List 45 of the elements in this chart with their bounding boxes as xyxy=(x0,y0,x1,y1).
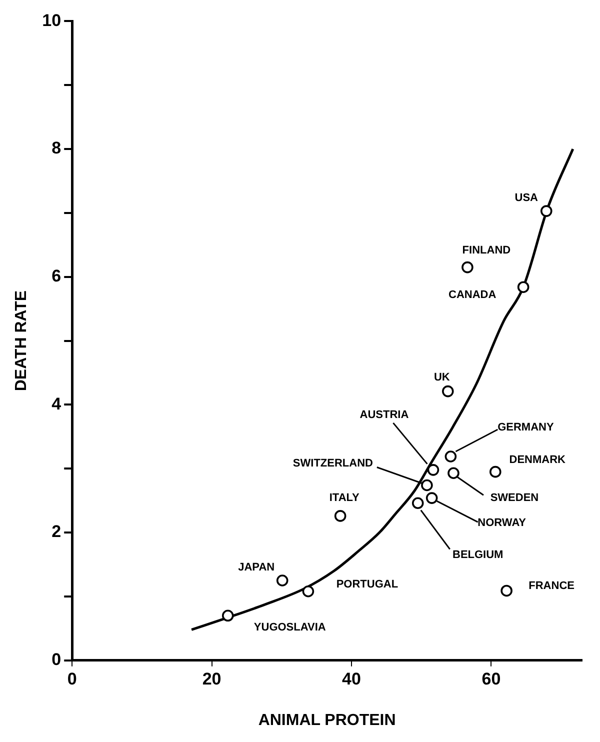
y-tick-label: 2 xyxy=(52,522,62,542)
point xyxy=(448,467,460,480)
annotation: YUGOSLAVIA xyxy=(254,622,326,634)
y-tick-label: 4 xyxy=(52,394,62,414)
annotation: ITALY xyxy=(329,492,360,504)
line-series xyxy=(190,148,574,631)
annotation: BELGIUM xyxy=(452,549,504,562)
y-tick-label: 8 xyxy=(52,138,62,158)
annotation: FINLAND xyxy=(462,244,511,256)
x-tick-label: 0 xyxy=(67,669,77,688)
point xyxy=(412,497,424,510)
annotation: DENMARK xyxy=(509,454,566,466)
point xyxy=(444,450,457,462)
x-tick-label: 60 xyxy=(482,669,501,688)
x-tick-label: 40 xyxy=(342,669,361,688)
point xyxy=(540,205,552,217)
y-tick-label: 0 xyxy=(52,650,62,670)
x-tick-label: 20 xyxy=(202,669,222,688)
annotation: JAPAN xyxy=(238,562,275,574)
annotation: UK xyxy=(434,371,450,384)
point xyxy=(421,479,433,492)
annotation: USA xyxy=(514,192,538,204)
y-tick-label: 10 xyxy=(42,10,62,30)
annotation: PORTUGAL xyxy=(336,578,398,590)
annotation: SWITZERLAND xyxy=(292,457,374,470)
point xyxy=(489,466,502,478)
annotation: FRANCE xyxy=(528,580,574,592)
point xyxy=(427,464,440,476)
point xyxy=(426,492,438,504)
point xyxy=(276,574,288,586)
point xyxy=(442,385,454,398)
x-axis-title: ANIMAL PROTEIN xyxy=(258,712,396,729)
point xyxy=(500,584,512,597)
point xyxy=(334,510,346,522)
annotation: AUSTRIA xyxy=(360,408,409,421)
point xyxy=(517,281,530,294)
annotation: GERMANY xyxy=(498,422,554,434)
y-tick-label: 6 xyxy=(52,266,62,286)
y-axis-title: DEATH RATE xyxy=(13,290,30,392)
point xyxy=(462,261,474,274)
annotation: CANADA xyxy=(448,289,496,302)
point xyxy=(302,585,314,598)
point xyxy=(222,610,234,622)
annotation: SWEDEN xyxy=(490,492,539,504)
annotation: NORWAY xyxy=(478,517,527,530)
